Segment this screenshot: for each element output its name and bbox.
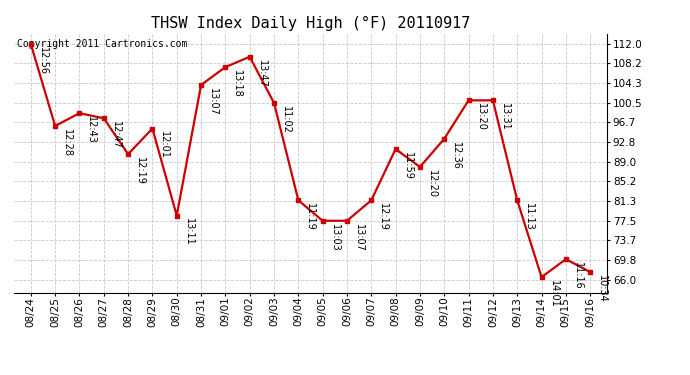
Text: 11:16: 11:16 <box>573 262 583 290</box>
Text: 12:43: 12:43 <box>86 116 97 144</box>
Text: 10:34: 10:34 <box>597 275 607 303</box>
Text: 12:20: 12:20 <box>427 170 437 198</box>
Text: 12:19: 12:19 <box>135 157 145 185</box>
Text: 14:01: 14:01 <box>549 280 558 308</box>
Text: 13:47: 13:47 <box>257 60 266 87</box>
Text: 12:01: 12:01 <box>159 131 169 159</box>
Text: 12:36: 12:36 <box>451 142 461 170</box>
Text: 13:31: 13:31 <box>500 103 510 131</box>
Text: 13:07: 13:07 <box>354 224 364 251</box>
Text: 12:19: 12:19 <box>378 203 388 231</box>
Text: Copyright 2011 Cartronics.com: Copyright 2011 Cartronics.com <box>17 39 187 49</box>
Text: 13:07: 13:07 <box>208 88 218 116</box>
Text: 12:47: 12:47 <box>110 121 121 149</box>
Text: 11:13: 11:13 <box>524 203 534 231</box>
Text: 11:59: 11:59 <box>402 152 413 180</box>
Title: THSW Index Daily High (°F) 20110917: THSW Index Daily High (°F) 20110917 <box>151 16 470 31</box>
Text: 11:02: 11:02 <box>281 106 291 134</box>
Text: 11:19: 11:19 <box>305 203 315 231</box>
Text: 12:28: 12:28 <box>62 129 72 157</box>
Text: 12:56: 12:56 <box>38 47 48 75</box>
Text: 13:20: 13:20 <box>475 103 486 131</box>
Text: 13:18: 13:18 <box>233 70 242 98</box>
Text: 13:11: 13:11 <box>184 218 194 246</box>
Text: 13:03: 13:03 <box>330 224 339 251</box>
